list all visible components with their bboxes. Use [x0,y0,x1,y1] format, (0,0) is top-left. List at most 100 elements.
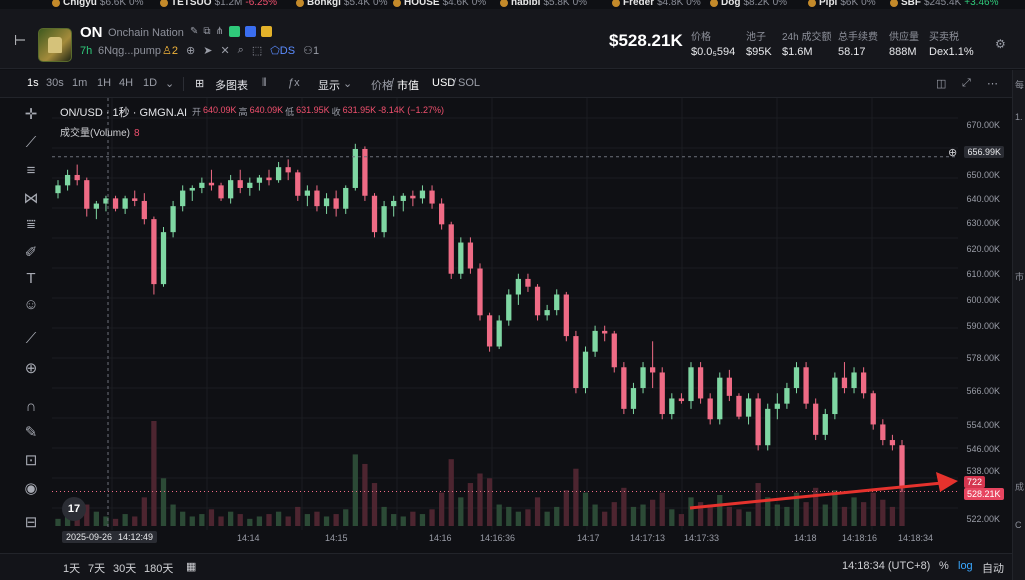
ticker-item[interactable]: SBF $245.4K +3.46% [890,0,998,8]
settings-icon[interactable]: ⚙ [995,37,1006,51]
sidebar-toggle-icon[interactable]: ⊢ [14,32,27,48]
edit-icon[interactable]: ✎ [190,26,199,37]
pattern-icon[interactable]: ⋈ [23,190,39,207]
ticker-item[interactable]: Dog $8.2K 0% [710,0,787,8]
chart-toolbar: 1s 30s 1m 1H 4H 1D ⌄ ⊞ 多图表 ⫴ ƒx 显示 ⌄ 价格 … [0,70,1025,98]
clock-time[interactable]: 14:18:34 (UTC+8) [842,560,931,572]
interval-1m[interactable]: 1m [72,77,88,89]
ticker-item[interactable]: habibi $5.8K 0% [500,0,587,8]
candle-body [160,232,167,285]
time-axis[interactable]: 2025-09-26 14:12:49 14:14 14:15 14:16 14:16:3… [52,530,958,546]
green-badge-icon [228,26,240,37]
candle-body [486,315,493,347]
price-tick-label: 610.00K [966,269,1000,279]
verified-icon[interactable]: ⬚ [251,45,263,57]
x-icon[interactable]: ✕ [220,45,230,57]
ticker-item[interactable]: Freder $4.8K 0% [612,0,701,8]
hlines-icon[interactable]: ≡ [26,162,36,179]
display-button[interactable]: 显示 [318,80,340,92]
interval-1h[interactable]: 1H [97,77,112,89]
interval-1s[interactable]: 1s [27,77,39,89]
annotation-arrow-head [936,472,958,492]
volume-bar [832,490,838,526]
more-icon[interactable]: ⋯ [987,78,998,90]
candlestick-svg[interactable] [52,98,968,530]
magnet-icon[interactable]: ∩ [25,398,37,415]
zoom-icon[interactable]: ⊕ [24,360,38,377]
range-1d[interactable]: 1天 [63,563,81,575]
range-180d[interactable]: 180天 [144,563,174,575]
toggle-sol[interactable]: SOL [458,77,481,89]
candle-body [189,187,195,191]
volume-bar [793,492,800,526]
volume-bar [438,492,445,526]
share-icon[interactable]: ⋔ [215,26,224,37]
toggle-mcap[interactable]: 市值 [397,80,419,92]
multi-chart-button[interactable]: 多图表 [215,80,248,92]
trash-icon[interactable]: ⊟ [24,514,38,531]
candle-body [602,330,608,334]
copy-icon[interactable]: ⧉ [203,26,211,37]
tradingview-logo[interactable]: 17 [62,497,86,521]
display-dropdown-icon[interactable]: ⌄ [343,78,353,90]
camera-icon[interactable]: ◫ [936,78,947,90]
indicators-icon[interactable]: ƒx [288,77,300,89]
auto-toggle[interactable]: 自动 [982,563,1004,575]
dev-holders-count: 2 [171,45,178,57]
calendar-icon[interactable]: ▦ [186,561,197,573]
interval-4h[interactable]: 4H [119,77,134,89]
candle-body [669,398,675,415]
search-icon[interactable]: ⌕ [237,44,244,56]
interval-dropdown-icon[interactable]: ⌄ [165,78,175,90]
telegram-icon[interactable]: ➤ [203,45,213,57]
fullscreen-icon[interactable]: ⤢ [962,77,971,89]
emoji-icon[interactable]: ☺ [23,296,39,313]
stat-value: 888M [889,46,917,58]
trendline-icon[interactable]: ⟋ [25,134,37,151]
toggle-usd[interactable]: USD [432,77,456,89]
add-chart-icon[interactable]: ⊞ [195,78,205,90]
price-axis[interactable]: 670.00K660.00K650.00K640.00K630.00K620.0… [948,110,1008,530]
dexscreener-icon[interactable]: ⬠DS [270,45,296,57]
log-toggle[interactable]: log [958,560,973,572]
toggle-price[interactable]: 价格 [371,80,393,92]
interval-1d[interactable]: 1D [143,77,158,89]
pencil-lock-icon[interactable]: ✎ [24,424,38,441]
ticker-item[interactable]: Bonkgi $5.4K 0% [296,0,387,8]
ticker-item[interactable]: Chigyu $6.6K 0% [52,0,143,8]
people-icon[interactable]: ⚇1 [303,45,320,57]
add-alert-icon[interactable]: ⊕ [948,147,958,159]
interval-30s[interactable]: 30s [46,77,64,89]
ticker-item[interactable]: TETSUO $1.2M -6.25% [160,0,277,8]
percent-toggle[interactable]: % [939,560,949,572]
globe-icon[interactable]: ⊕ [186,45,196,57]
ruler-icon[interactable]: ⟋ [25,330,37,347]
stat-supply: 供应量 888M [889,28,919,58]
crosshair-price-tag: 656.99K [964,146,1004,158]
text-icon[interactable]: T [26,270,36,287]
panel-text: 市 [1015,272,1025,282]
price-chart[interactable] [52,98,1010,530]
brush-icon[interactable]: ✐ [24,244,38,261]
ticker-item[interactable]: Pipi $6K 0% [808,0,876,8]
range-7d[interactable]: 7天 [88,563,106,575]
range-30d[interactable]: 30天 [113,563,137,575]
ticker-change: 0% [772,0,788,8]
volume-bar [352,454,358,526]
token-address[interactable]: 6Nqg...pump [98,45,161,57]
time-tick-label: 14:17:33 [684,533,720,543]
lock-icon[interactable]: ⊡ [24,452,38,469]
token-logo-icon [160,0,168,7]
dev-holders-icon[interactable]: ♙2 [162,45,178,57]
ticker-name: TETSUO [171,0,212,8]
ticker-value: $1.2M [214,0,243,8]
ticker-item[interactable]: HOUSE $4.6K 0% [393,0,486,8]
candle-body [371,195,378,233]
candle-type-icon[interactable]: ⫴ [262,77,267,89]
candle-body [151,219,157,285]
volume-bar [458,497,464,526]
crosshair-icon[interactable]: ✛ [24,106,38,123]
fib-icon[interactable]: ⩸ [26,216,36,233]
eye-icon[interactable]: ◉ [24,480,38,497]
stat-label: 池子 [746,32,766,43]
